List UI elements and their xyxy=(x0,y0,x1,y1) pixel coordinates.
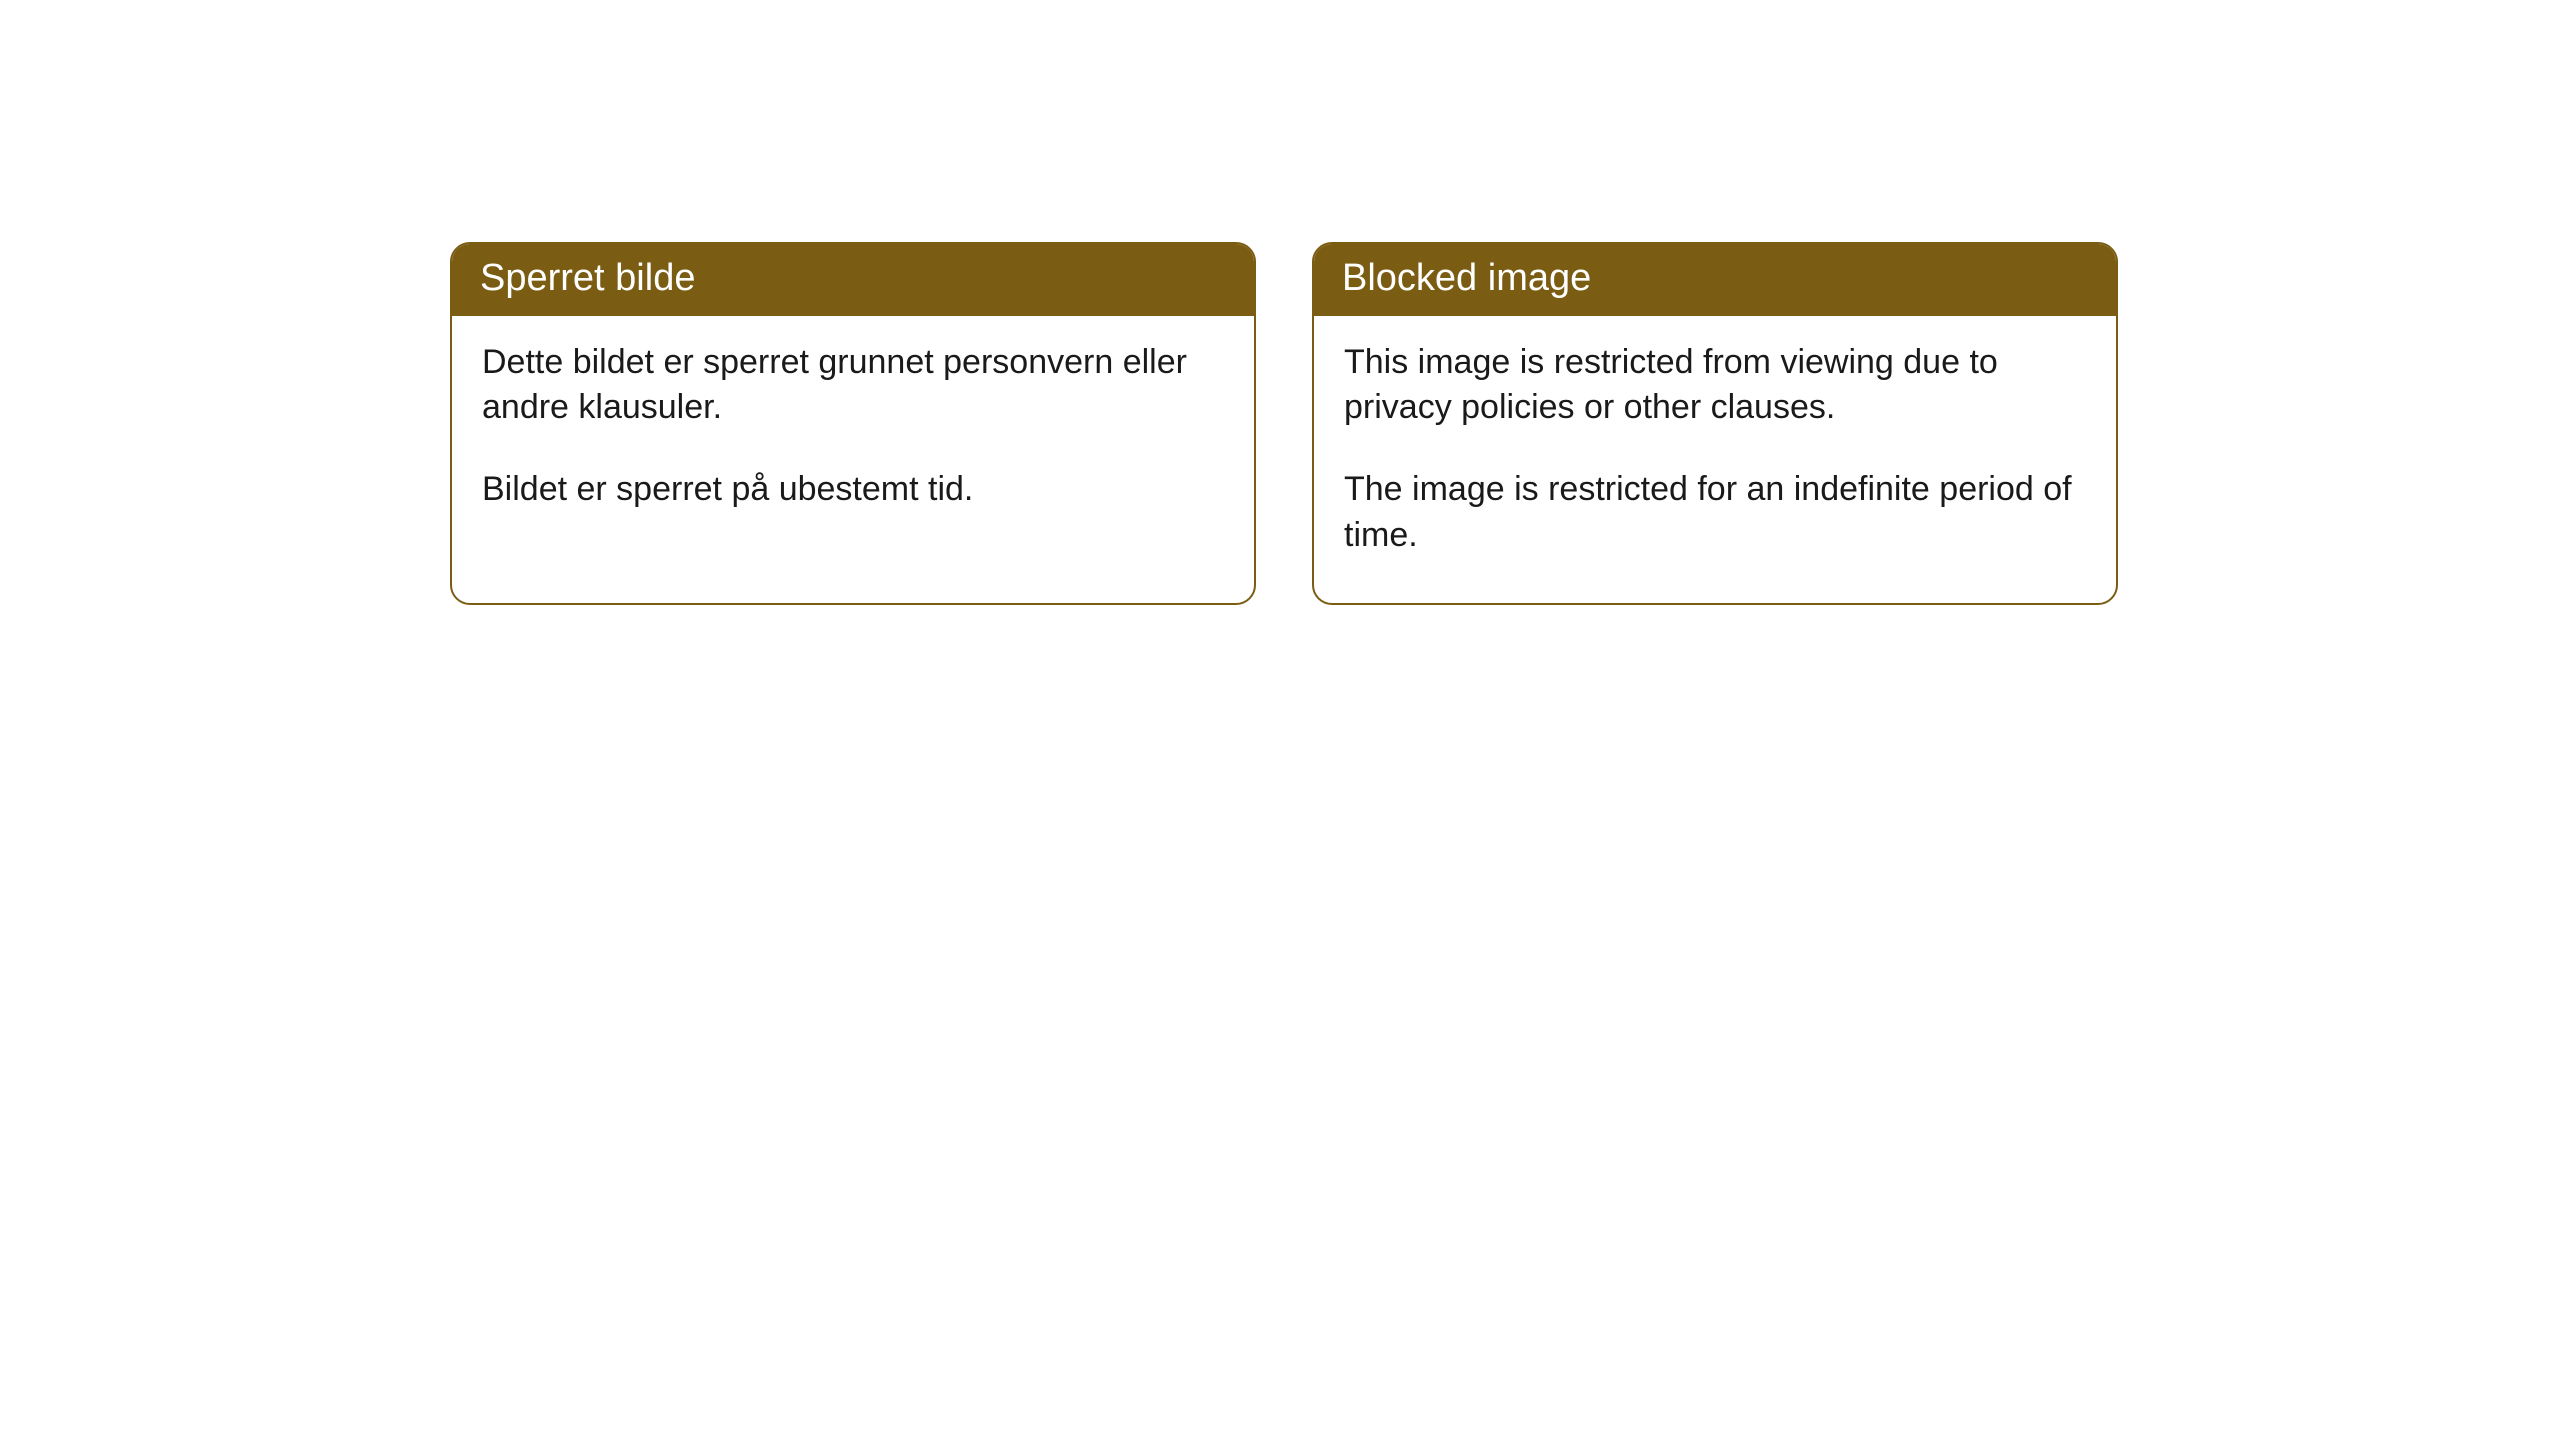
card-paragraph: Dette bildet er sperret grunnet personve… xyxy=(482,340,1224,432)
blocked-image-card-norwegian: Sperret bilde Dette bildet er sperret gr… xyxy=(450,242,1256,605)
card-paragraph: The image is restricted for an indefinit… xyxy=(1344,467,2086,559)
card-title: Blocked image xyxy=(1314,244,2116,316)
notice-cards-container: Sperret bilde Dette bildet er sperret gr… xyxy=(0,0,2560,605)
card-paragraph: This image is restricted from viewing du… xyxy=(1344,340,2086,432)
card-body: This image is restricted from viewing du… xyxy=(1314,316,2116,604)
card-body: Dette bildet er sperret grunnet personve… xyxy=(452,316,1254,558)
card-paragraph: Bildet er sperret på ubestemt tid. xyxy=(482,467,1224,513)
blocked-image-card-english: Blocked image This image is restricted f… xyxy=(1312,242,2118,605)
card-title: Sperret bilde xyxy=(452,244,1254,316)
